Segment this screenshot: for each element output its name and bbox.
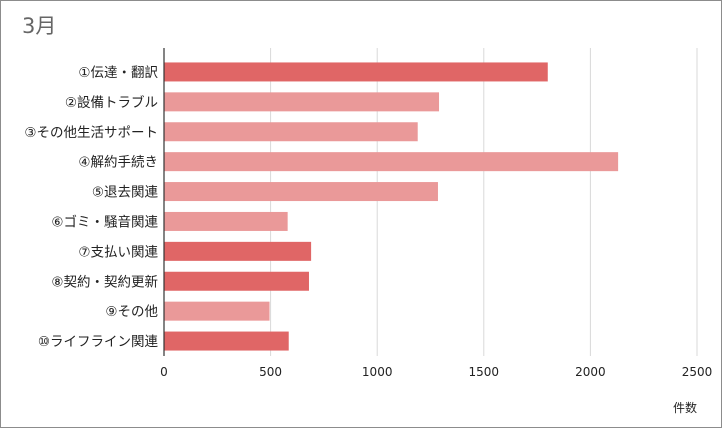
bar bbox=[164, 182, 438, 202]
x-tick-label: 2500 bbox=[682, 365, 713, 379]
bar bbox=[164, 62, 548, 82]
category-label: ③その他生活サポート bbox=[24, 125, 158, 141]
category-label: ⑩ライフライン関連 bbox=[38, 334, 159, 350]
bar bbox=[164, 211, 288, 231]
chart-title: 3月 bbox=[22, 14, 57, 38]
x-tick-label: 1000 bbox=[362, 365, 393, 379]
category-label: ⑧契約・契約更新 bbox=[51, 274, 158, 290]
bar bbox=[164, 271, 309, 291]
x-tick-label: 1500 bbox=[469, 365, 500, 379]
bar bbox=[164, 92, 440, 112]
bar bbox=[164, 122, 418, 142]
category-label: ⑨その他 bbox=[105, 304, 158, 320]
category-label: ⑥ゴミ・騒音関連 bbox=[51, 213, 158, 230]
x-axis-title: 件数 bbox=[673, 400, 697, 415]
category-label: ②設備トラブル bbox=[65, 94, 158, 111]
bar bbox=[164, 331, 289, 351]
bars bbox=[164, 62, 619, 351]
x-tick-labels: 0 500 1000 1500 2000 2500 bbox=[160, 365, 712, 379]
category-label: ①伝達・翻訳 bbox=[78, 65, 158, 81]
bar bbox=[164, 241, 312, 261]
category-label: ④解約手続き bbox=[78, 155, 158, 171]
category-labels: ①伝達・翻訳 ②設備トラブル ③その他生活サポート ④解約手続き ⑤退去関連 ⑥ゴミ・騒音… bbox=[24, 65, 158, 350]
x-tick-label: 0 bbox=[160, 365, 168, 379]
bar bbox=[164, 152, 619, 172]
x-tick-label: 2000 bbox=[575, 365, 606, 379]
category-label: ⑤退去関連 bbox=[92, 185, 159, 201]
bar bbox=[164, 301, 270, 321]
category-label: ⑦支払い関連 bbox=[78, 244, 158, 260]
x-tick-label: 500 bbox=[259, 365, 282, 379]
